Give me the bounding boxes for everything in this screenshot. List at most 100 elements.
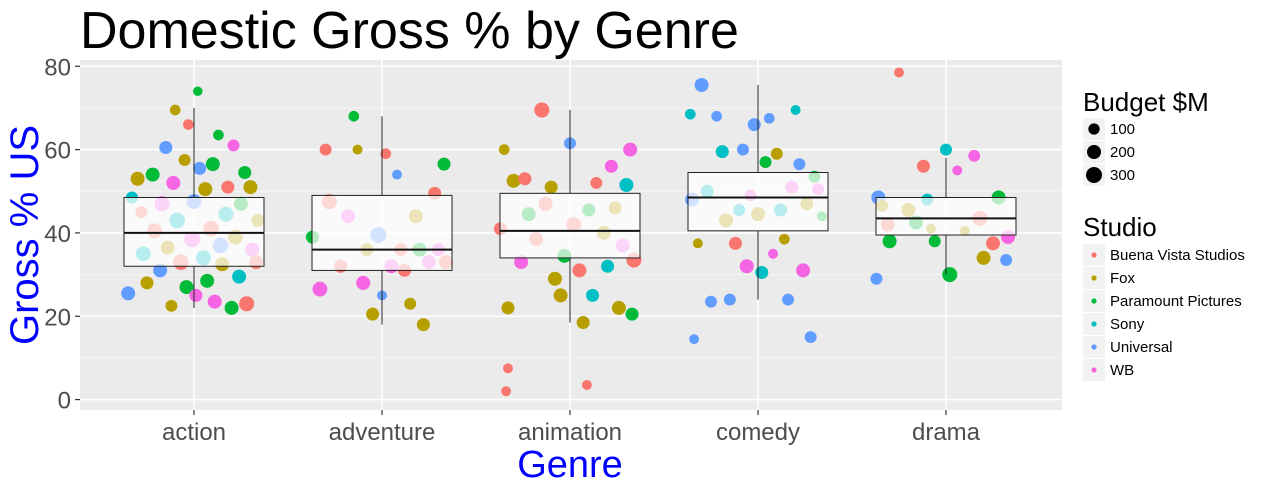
data-point: [782, 293, 795, 306]
data-point: [514, 255, 529, 270]
legends: Budget $M Studio 100 200 300 Buena Vista St…: [1083, 87, 1245, 381]
data-point: [576, 315, 590, 330]
data-point: [534, 102, 550, 118]
data-point: [166, 175, 181, 190]
data-point: [882, 234, 897, 249]
data-point: [153, 263, 168, 278]
x-tick-label: comedy: [716, 419, 800, 446]
size-legend-dot: [1086, 167, 1102, 183]
size-legend-label: 300: [1110, 167, 1135, 184]
data-point: [238, 165, 252, 180]
box: [123, 197, 265, 267]
data-point: [437, 157, 451, 171]
color-legend-dot: [1091, 321, 1097, 327]
x-tick-label: action: [162, 419, 226, 446]
data-point: [611, 300, 626, 315]
color-legend-dot: [1091, 252, 1097, 258]
y-tick-label: 80: [44, 54, 71, 81]
color-legend-label: Fox: [1110, 270, 1136, 287]
data-point: [205, 157, 220, 172]
data-point: [968, 149, 981, 162]
data-point: [711, 110, 722, 122]
axes: 0 20 40 60 80 action adventure animation comedy d…: [44, 54, 980, 446]
data-point: [518, 172, 532, 186]
data-point: [619, 178, 634, 192]
data-point: [723, 293, 736, 306]
data-point: [544, 180, 558, 194]
boxplots: [123, 85, 1017, 325]
data-point: [747, 118, 761, 132]
data-point: [601, 259, 615, 273]
y-tick-label: 40: [44, 221, 71, 248]
chart-title: Domestic Gross % by Genre: [80, 2, 739, 60]
data-point: [1000, 254, 1013, 266]
data-point: [243, 180, 258, 195]
data-point: [590, 176, 603, 189]
data-point: [207, 294, 222, 309]
data-point: [366, 307, 380, 321]
data-point: [736, 143, 749, 156]
data-point: [793, 158, 806, 171]
data-point: [623, 142, 638, 157]
data-point: [684, 108, 696, 120]
data-point: [145, 167, 160, 182]
data-point: [986, 236, 1000, 251]
data-point: [227, 139, 240, 152]
x-tick-label: drama: [912, 419, 981, 446]
size-legend-title: Budget $M: [1083, 87, 1209, 117]
data-point: [870, 272, 883, 285]
data-point: [952, 165, 963, 176]
data-point: [768, 248, 778, 259]
data-point: [224, 300, 239, 315]
data-point: [694, 78, 709, 92]
data-point: [728, 236, 742, 250]
data-point: [503, 363, 513, 374]
data-point: [416, 318, 430, 332]
size-legend-dot: [1088, 123, 1100, 135]
data-point: [942, 267, 958, 283]
color-legend-label: Paramount Pictures: [1110, 293, 1242, 310]
data-point: [498, 144, 510, 155]
data-point: [506, 173, 521, 188]
data-point: [169, 104, 181, 116]
data-point: [778, 233, 790, 245]
data-point: [159, 140, 173, 155]
box: [499, 192, 641, 259]
data-point: [193, 86, 203, 96]
color-legend-dot: [1091, 344, 1097, 350]
data-point: [121, 286, 136, 301]
size-legend-label: 200: [1110, 144, 1135, 161]
data-point: [790, 105, 801, 115]
box: [687, 172, 829, 232]
data-point: [894, 67, 904, 78]
size-legend-label: 100: [1110, 121, 1135, 138]
data-point: [796, 263, 811, 278]
y-tick-label: 20: [44, 304, 71, 331]
data-point: [928, 235, 941, 248]
data-point: [356, 275, 371, 290]
data-point: [553, 288, 568, 303]
data-point: [165, 299, 178, 312]
data-point: [715, 145, 729, 159]
color-legend-label: Buena Vista Studios: [1110, 247, 1245, 264]
data-point: [198, 182, 213, 197]
y-tick-label: 60: [44, 138, 71, 165]
data-point: [705, 295, 717, 308]
data-point: [572, 263, 587, 278]
color-legend-title: Studio: [1083, 212, 1157, 242]
data-point: [581, 380, 592, 390]
data-point: [976, 250, 991, 265]
data-point: [193, 161, 207, 175]
data-point: [200, 273, 215, 288]
y-axis-label: Gross % US: [3, 125, 47, 345]
data-point: [759, 156, 772, 169]
data-point: [352, 144, 363, 155]
data-point: [239, 296, 255, 312]
box: [875, 197, 1017, 236]
data-point: [392, 169, 402, 180]
color-legend-dot: [1091, 298, 1097, 304]
data-point: [348, 110, 360, 122]
data-point: [692, 238, 703, 249]
y-tick-label: 0: [58, 388, 71, 415]
